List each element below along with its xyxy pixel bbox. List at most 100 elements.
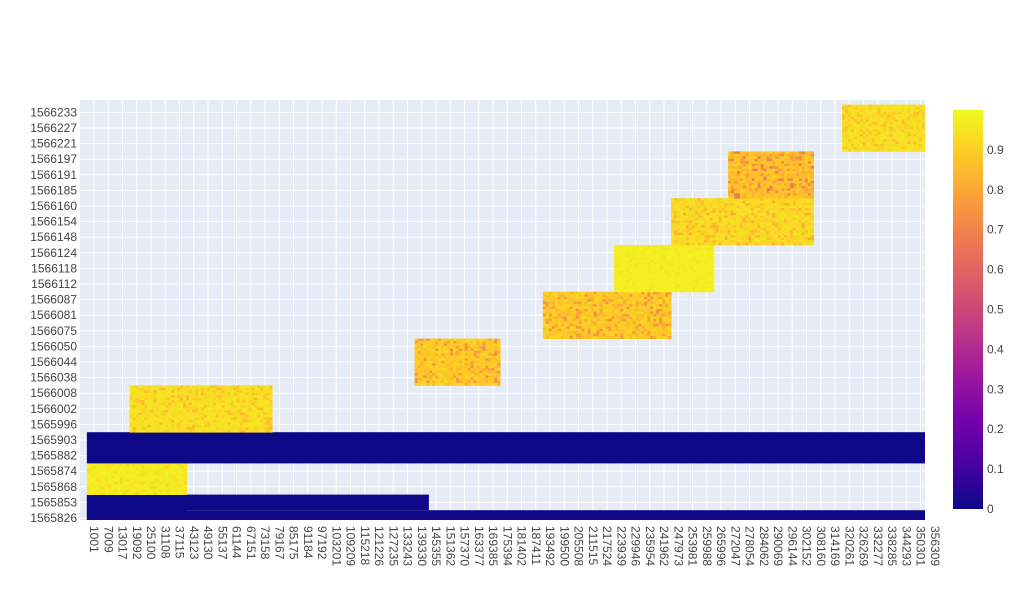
heatmap-cell xyxy=(810,215,815,219)
heatmap-cell xyxy=(638,294,642,298)
heatmap-cell xyxy=(653,321,657,325)
heatmap-cell xyxy=(611,318,615,322)
heatmap-cell xyxy=(596,294,600,298)
heatmap-cell xyxy=(792,212,797,216)
heatmap-cell xyxy=(775,176,779,179)
heatmap-cell xyxy=(150,392,154,396)
heatmap-cell xyxy=(221,424,226,428)
heatmap-cell xyxy=(206,395,211,399)
heatmap-cell xyxy=(632,262,636,266)
heatmap-cell xyxy=(766,217,770,221)
heatmap-cell xyxy=(584,316,589,320)
heatmap-cell xyxy=(602,291,606,295)
heatmap-cell xyxy=(772,163,776,167)
heatmap-cell xyxy=(739,195,744,199)
heatmap-cell xyxy=(769,203,773,206)
heatmap-cell xyxy=(156,412,160,416)
heatmap-cell xyxy=(617,336,621,339)
heatmap-cell xyxy=(236,400,240,404)
heatmap-cell xyxy=(206,390,211,394)
heatmap-cell xyxy=(177,412,181,416)
heatmap-cell xyxy=(798,176,803,179)
heatmap-cell xyxy=(695,281,700,285)
heatmap-cell xyxy=(712,220,717,224)
heatmap-cell xyxy=(200,390,205,394)
heatmap-cell xyxy=(665,336,669,339)
heatmap-cell xyxy=(688,210,693,214)
heatmap-cell xyxy=(227,429,231,433)
heatmap-cell xyxy=(221,429,226,433)
heatmap-cell xyxy=(473,341,477,344)
heatmap-cell xyxy=(200,414,205,418)
heatmap-cell xyxy=(807,158,812,162)
heatmap-cell xyxy=(704,249,709,253)
heatmap-cell xyxy=(653,306,657,310)
heatmap-cell xyxy=(718,242,722,246)
heatmap-cell xyxy=(438,380,442,384)
heatmap-cell xyxy=(677,215,681,219)
heatmap-cell xyxy=(751,188,756,192)
heatmap-cell xyxy=(590,291,594,295)
heatmap-cell xyxy=(101,471,106,475)
heatmap-cell xyxy=(180,486,185,490)
heatmap-cell xyxy=(804,168,809,172)
heatmap-cell xyxy=(783,200,788,204)
heatmap-cell xyxy=(464,348,469,352)
heatmap-cell xyxy=(578,309,583,312)
heatmap-cell xyxy=(629,336,633,339)
heatmap-cell xyxy=(590,309,594,312)
heatmap-cell xyxy=(889,104,893,108)
heatmap-cell xyxy=(423,368,427,372)
heatmap-cell xyxy=(144,429,148,433)
heatmap-cell xyxy=(632,331,636,335)
heatmap-cell xyxy=(769,235,773,239)
heatmap-cell xyxy=(159,466,163,469)
heatmap-cell xyxy=(215,385,220,389)
heatmap-cell xyxy=(494,355,498,359)
heatmap-cell xyxy=(414,345,418,349)
heatmap-cell xyxy=(147,402,151,406)
heatmap-cell xyxy=(551,326,556,330)
heatmap-cell xyxy=(236,407,240,411)
heatmap-cell xyxy=(177,468,181,472)
heatmap-cell xyxy=(877,104,882,108)
heatmap-cell xyxy=(763,230,767,234)
heatmap-cell xyxy=(156,486,160,490)
heatmap-cell xyxy=(665,272,669,275)
heatmap-cell xyxy=(420,338,424,342)
heatmap-cell xyxy=(575,321,580,325)
heatmap-cell xyxy=(260,412,264,416)
heatmap-cell xyxy=(757,176,761,179)
heatmap-cell xyxy=(153,387,157,391)
heatmap-cell xyxy=(677,286,682,290)
heatmap-cell xyxy=(461,373,466,376)
heatmap-cell xyxy=(787,183,791,187)
heatmap-cell xyxy=(183,468,188,472)
heatmap-cell xyxy=(707,269,712,273)
heatmap-cell xyxy=(596,301,600,305)
heatmap-cell xyxy=(608,336,612,339)
heatmap-cell xyxy=(769,220,773,224)
heatmap-cell xyxy=(683,205,687,209)
heatmap-cell xyxy=(450,363,454,367)
heatmap-cell xyxy=(668,323,672,327)
heatmap-cell xyxy=(798,190,803,194)
heatmap-cell xyxy=(754,225,758,229)
heatmap-cell xyxy=(165,479,169,482)
heatmap-cell xyxy=(180,489,185,493)
heatmap-cell xyxy=(736,203,740,206)
heatmap-cell xyxy=(461,378,466,381)
heatmap-cell xyxy=(557,291,562,295)
heatmap-cell xyxy=(174,395,178,399)
heatmap-cell xyxy=(248,392,252,396)
heatmap-cell xyxy=(801,205,806,209)
heatmap-cell xyxy=(450,370,454,374)
heatmap-cell xyxy=(778,237,782,241)
heatmap-cell xyxy=(739,222,743,226)
heatmap-cell xyxy=(587,311,591,315)
heatmap-cell xyxy=(450,360,454,364)
heatmap-cell xyxy=(141,387,145,391)
heatmap-cell xyxy=(224,392,228,396)
heatmap-cell xyxy=(647,269,651,273)
heatmap-cell xyxy=(488,343,492,347)
